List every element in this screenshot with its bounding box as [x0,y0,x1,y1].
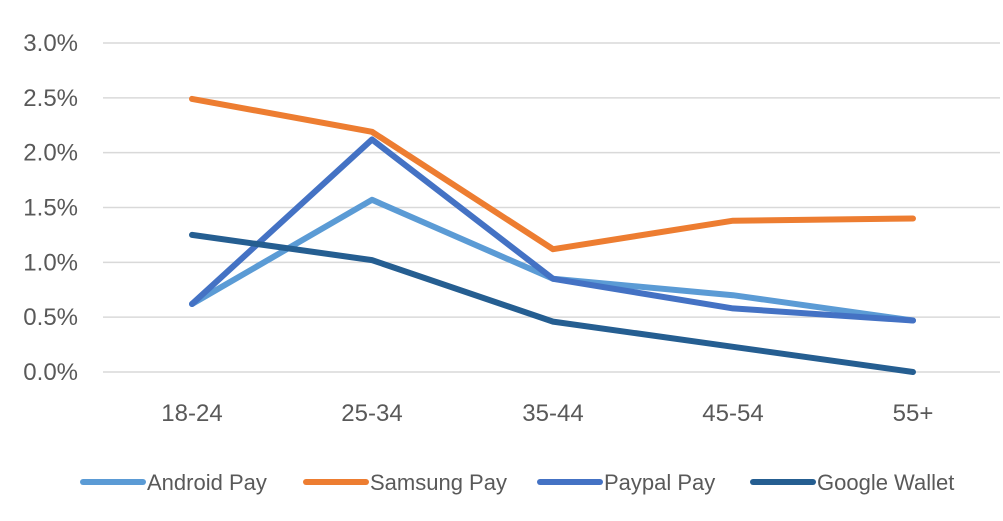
y-tick-label: 1.5% [23,195,78,222]
y-tick-label: 2.5% [23,85,78,112]
series-line-samsung-pay [189,95,916,253]
y-tick-label: 0.5% [23,304,78,331]
legend-label: Google Wallet [817,470,954,495]
x-tick-label: 35-44 [522,400,583,427]
x-tick-label: 45-54 [702,400,763,427]
x-tick-label: 55+ [893,400,934,427]
y-tick-label: 1.0% [23,249,78,276]
y-tick-label: 2.0% [23,140,78,167]
legend-item-android-pay: Android Pay [80,470,267,495]
grid-layer [103,42,1000,373]
legend-label: Samsung Pay [370,470,507,495]
x-tick-label: 25-34 [341,400,402,427]
legend-label: Android Pay [147,470,267,495]
y-tick-label: 3.0% [23,30,78,57]
legend-item-google-wallet: Google Wallet [750,470,954,495]
series-line-google-wallet [189,231,916,375]
series-line-paypal-pay [189,136,916,324]
series-layer [189,95,916,375]
y-tick-label: 0.0% [23,359,78,386]
legend: Android Pay Samsung Pay Paypal Pay Google W… [80,470,954,495]
y-axis-ticks: 0.0% 0.5% 1.0% 1.5% 2.0% 2.5% 3.0% [23,30,78,386]
x-tick-label: 18-24 [161,400,222,427]
legend-item-paypal-pay: Paypal Pay [537,470,715,495]
legend-item-samsung-pay: Samsung Pay [303,470,507,495]
x-axis-ticks: 18-24 25-34 35-44 45-54 55+ [161,400,933,427]
legend-label: Paypal Pay [604,470,715,495]
